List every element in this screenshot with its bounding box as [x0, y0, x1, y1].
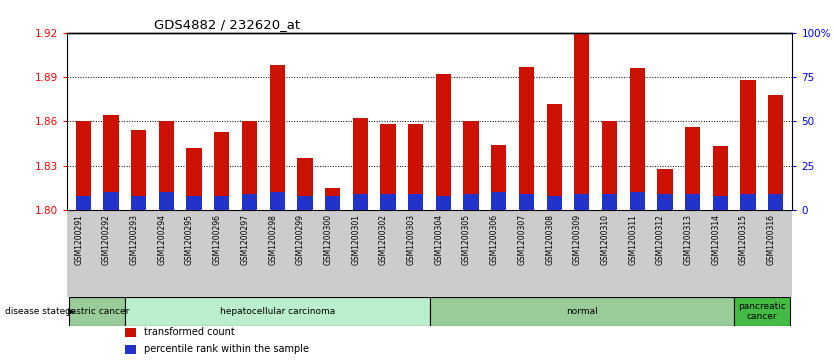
Bar [435, 74, 451, 210]
Bar [430, 297, 734, 326]
Bar [734, 297, 790, 326]
Bar [491, 192, 506, 210]
Text: GSM1200316: GSM1200316 [766, 214, 776, 265]
Text: GSM1200296: GSM1200296 [213, 214, 222, 265]
Bar [242, 194, 257, 210]
Text: GDS4882 / 232620_at: GDS4882 / 232620_at [153, 19, 300, 32]
Text: GSM1200314: GSM1200314 [711, 214, 721, 265]
Bar [768, 194, 783, 210]
Bar [602, 121, 617, 210]
Text: hepatocellular carcinoma: hepatocellular carcinoma [219, 307, 334, 316]
Bar [546, 103, 562, 210]
Bar [491, 145, 506, 210]
Text: GSM1200309: GSM1200309 [573, 214, 582, 265]
Text: GSM1200308: GSM1200308 [545, 214, 554, 265]
Text: GSM1200295: GSM1200295 [185, 214, 194, 265]
Text: GSM1200313: GSM1200313 [684, 214, 692, 265]
Text: GSM1200315: GSM1200315 [739, 214, 748, 265]
Bar [269, 192, 284, 210]
Bar [325, 196, 340, 210]
Text: GSM1200291: GSM1200291 [74, 214, 83, 265]
Text: gastric cancer: gastric cancer [65, 307, 129, 316]
Text: GSM1200311: GSM1200311 [628, 214, 637, 265]
Bar [630, 192, 645, 210]
Bar [464, 194, 479, 210]
Text: GSM1200298: GSM1200298 [269, 214, 277, 265]
Bar [125, 328, 136, 337]
Bar [69, 297, 125, 326]
Bar [325, 188, 340, 210]
Bar [519, 67, 534, 210]
Text: GSM1200299: GSM1200299 [296, 214, 305, 265]
Bar [575, 30, 590, 210]
Bar [353, 118, 368, 210]
Bar [353, 194, 368, 210]
Bar [380, 194, 395, 210]
Text: GSM1200294: GSM1200294 [158, 214, 167, 265]
Bar [125, 297, 430, 326]
Text: GSM1200301: GSM1200301 [351, 214, 360, 265]
Bar [214, 132, 229, 210]
Text: percentile rank within the sample: percentile rank within the sample [144, 344, 309, 354]
Bar [242, 121, 257, 210]
Bar [435, 196, 451, 210]
Bar [713, 196, 728, 210]
Text: GSM1200307: GSM1200307 [517, 214, 526, 265]
Text: disease state ▶: disease state ▶ [5, 307, 75, 316]
Text: GSM1200300: GSM1200300 [324, 214, 333, 265]
Bar [602, 194, 617, 210]
Bar [741, 80, 756, 210]
Bar [214, 196, 229, 210]
Bar [269, 65, 284, 210]
Bar [630, 68, 645, 210]
Bar [741, 194, 756, 210]
Bar [685, 127, 701, 210]
Text: GSM1200293: GSM1200293 [130, 214, 138, 265]
Text: GSM1200303: GSM1200303 [407, 214, 415, 265]
Bar [546, 196, 562, 210]
Bar [76, 121, 91, 210]
Text: GSM1200306: GSM1200306 [490, 214, 499, 265]
Bar [76, 196, 91, 210]
Text: pancreatic
cancer: pancreatic cancer [738, 302, 786, 321]
Text: GSM1200297: GSM1200297 [240, 214, 249, 265]
Text: GSM1200310: GSM1200310 [600, 214, 610, 265]
Text: GSM1200312: GSM1200312 [656, 214, 665, 265]
Bar [158, 121, 174, 210]
Text: GSM1200292: GSM1200292 [102, 214, 111, 265]
Text: transformed count: transformed count [144, 327, 235, 337]
Bar [408, 124, 424, 210]
Bar [713, 146, 728, 210]
Bar [380, 124, 395, 210]
Text: GSM1200305: GSM1200305 [462, 214, 471, 265]
Text: GSM1200302: GSM1200302 [379, 214, 388, 265]
Bar [103, 192, 118, 210]
Bar [657, 168, 672, 210]
Bar [768, 95, 783, 210]
Bar [408, 194, 424, 210]
Text: GSM1200304: GSM1200304 [435, 214, 444, 265]
Bar [158, 192, 174, 210]
Bar [519, 194, 534, 210]
Bar [187, 148, 202, 210]
Bar [131, 130, 146, 210]
Bar [685, 194, 701, 210]
Text: normal: normal [566, 307, 598, 316]
Bar [125, 345, 136, 354]
Bar [464, 121, 479, 210]
Bar [103, 115, 118, 210]
Bar [297, 196, 313, 210]
Bar [297, 158, 313, 210]
Bar [575, 194, 590, 210]
Bar [187, 196, 202, 210]
Bar [657, 194, 672, 210]
Bar [131, 196, 146, 210]
